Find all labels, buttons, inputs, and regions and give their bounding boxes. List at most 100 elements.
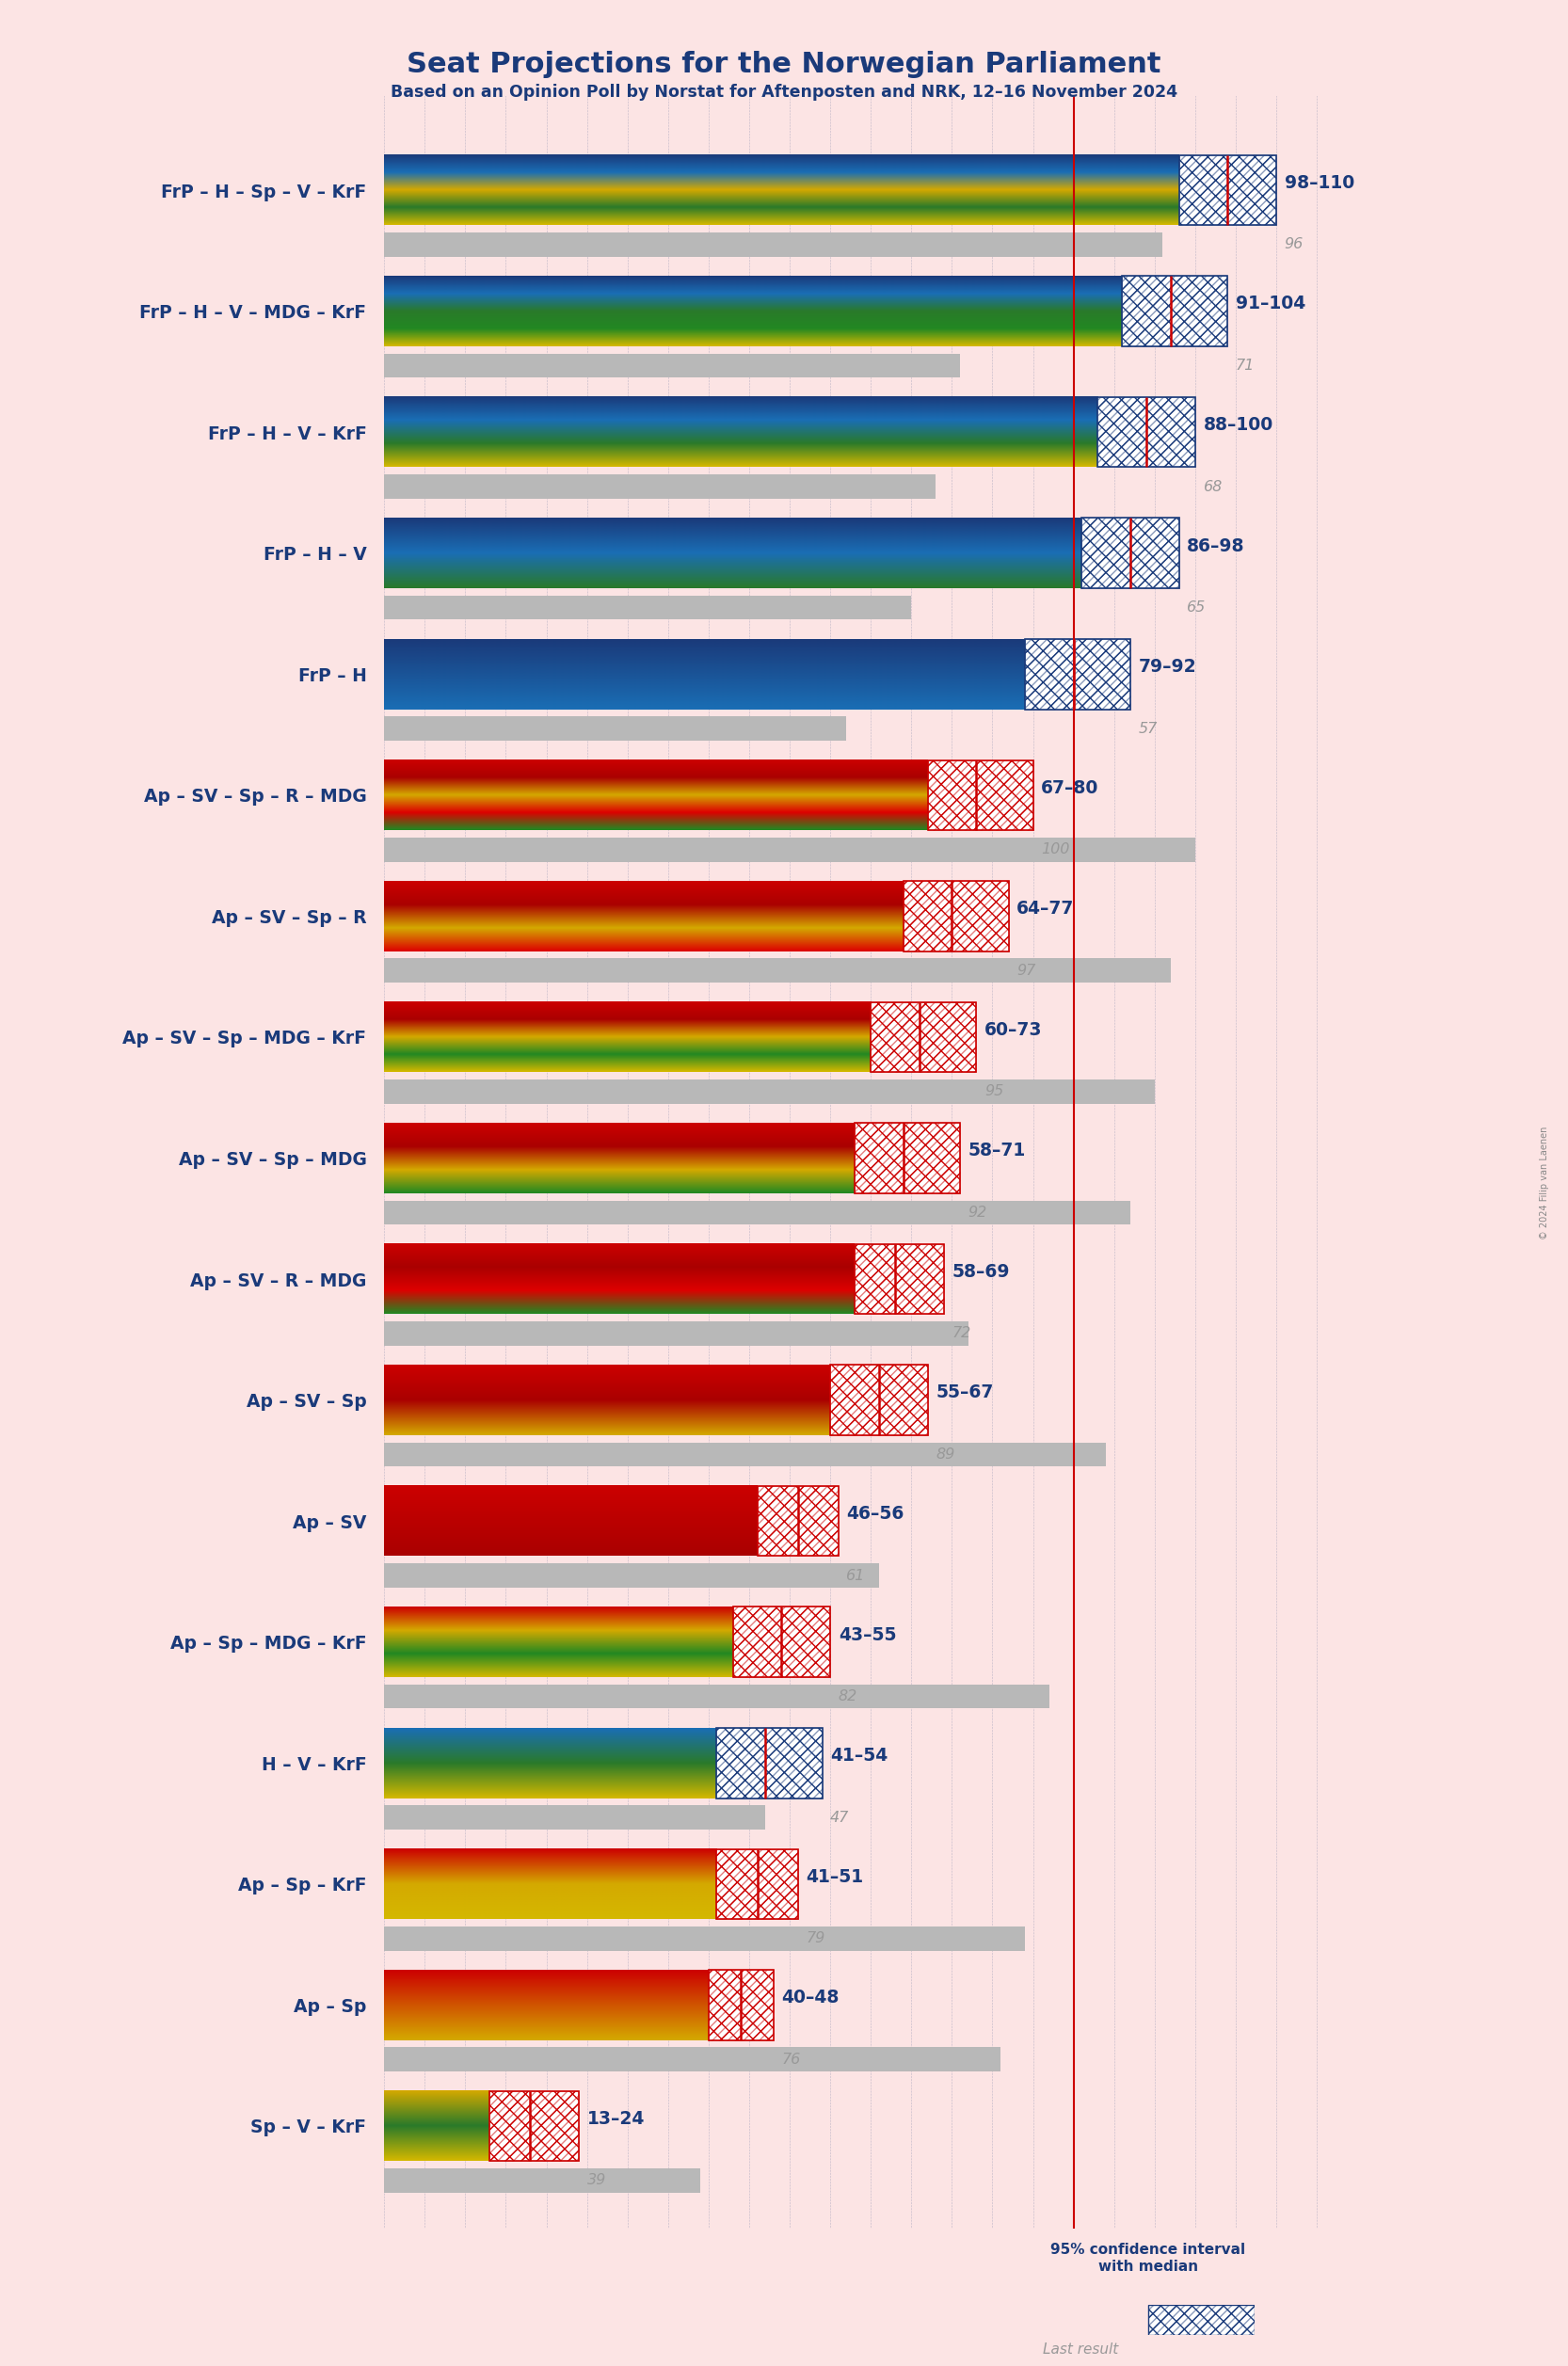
Text: Seat Projections for the Norwegian Parliament: Seat Projections for the Norwegian Parli… bbox=[406, 50, 1162, 78]
Bar bbox=[489, 2092, 579, 2160]
Bar bbox=[384, 1443, 1105, 1467]
Text: © 2024 Filip van Laenen: © 2024 Filip van Laenen bbox=[1540, 1126, 1549, 1240]
Bar bbox=[717, 1848, 798, 1919]
Bar bbox=[903, 880, 1008, 951]
Bar bbox=[855, 1245, 944, 1313]
Bar bbox=[717, 1727, 822, 1798]
Bar bbox=[732, 1607, 829, 1677]
Bar bbox=[1025, 639, 1131, 710]
Bar bbox=[384, 1805, 765, 1829]
Bar bbox=[829, 1365, 928, 1436]
Bar bbox=[1179, 156, 1276, 225]
Bar bbox=[384, 1926, 1025, 1950]
Bar bbox=[384, 1685, 1049, 1708]
Bar bbox=[855, 1124, 960, 1192]
Bar bbox=[1123, 277, 1228, 345]
Text: 60–73: 60–73 bbox=[985, 1020, 1043, 1039]
Bar bbox=[903, 880, 1008, 951]
Bar bbox=[1179, 156, 1276, 225]
Bar bbox=[757, 1486, 839, 1557]
Bar bbox=[709, 1971, 773, 2039]
Bar bbox=[717, 1848, 798, 1919]
Bar bbox=[1098, 397, 1195, 466]
Text: 47: 47 bbox=[829, 1810, 850, 1824]
Text: 13–24: 13–24 bbox=[586, 2110, 644, 2127]
Bar bbox=[855, 1124, 960, 1192]
Bar bbox=[855, 1245, 944, 1313]
Bar bbox=[870, 1003, 977, 1072]
Bar bbox=[870, 1003, 977, 1072]
Bar bbox=[384, 232, 1163, 258]
Text: 79–92: 79–92 bbox=[1138, 658, 1196, 677]
Text: 79: 79 bbox=[806, 1931, 825, 1945]
Bar bbox=[384, 353, 960, 379]
Text: 96: 96 bbox=[1284, 237, 1303, 251]
Text: 82: 82 bbox=[839, 1689, 858, 1704]
Bar bbox=[489, 2092, 579, 2160]
Text: 95% confidence interval
with median: 95% confidence interval with median bbox=[1051, 2243, 1245, 2274]
Bar bbox=[1025, 639, 1131, 710]
Bar bbox=[384, 2167, 701, 2193]
Text: 86–98: 86–98 bbox=[1187, 537, 1245, 556]
Bar bbox=[384, 596, 911, 620]
Bar bbox=[829, 1365, 928, 1436]
Text: 55–67: 55–67 bbox=[936, 1384, 994, 1401]
Text: 95: 95 bbox=[985, 1084, 1004, 1098]
Bar bbox=[855, 1124, 960, 1192]
Bar bbox=[757, 1486, 839, 1557]
Bar bbox=[1123, 277, 1228, 345]
Text: 39: 39 bbox=[586, 2174, 605, 2189]
Bar bbox=[384, 476, 936, 499]
Bar bbox=[903, 880, 1008, 951]
Text: 88–100: 88–100 bbox=[1203, 416, 1273, 433]
Bar bbox=[1123, 277, 1228, 345]
Text: 98–110: 98–110 bbox=[1284, 175, 1355, 192]
Text: 72: 72 bbox=[952, 1327, 971, 1342]
Bar bbox=[717, 1848, 798, 1919]
Bar bbox=[384, 838, 1195, 861]
Text: 92: 92 bbox=[967, 1204, 988, 1218]
Text: 41–54: 41–54 bbox=[829, 1746, 887, 1765]
Bar bbox=[1025, 639, 1131, 710]
Bar bbox=[717, 1727, 822, 1798]
Text: 91–104: 91–104 bbox=[1236, 296, 1306, 312]
Text: 65: 65 bbox=[1187, 601, 1206, 615]
Bar bbox=[1098, 397, 1195, 466]
Bar bbox=[384, 2047, 1000, 2073]
Bar bbox=[732, 1607, 829, 1677]
Bar bbox=[928, 759, 1033, 830]
Bar bbox=[870, 1003, 977, 1072]
Bar bbox=[717, 1727, 822, 1798]
Bar bbox=[1149, 2304, 1254, 2335]
Bar bbox=[1082, 518, 1179, 589]
Bar bbox=[1098, 397, 1195, 466]
Bar bbox=[757, 1486, 839, 1557]
Text: 46–56: 46–56 bbox=[847, 1505, 905, 1524]
Text: 89: 89 bbox=[936, 1448, 955, 1462]
Text: 76: 76 bbox=[781, 2051, 801, 2066]
Bar bbox=[384, 717, 847, 741]
Bar bbox=[732, 1607, 829, 1677]
Text: 58–69: 58–69 bbox=[952, 1263, 1010, 1280]
Text: 100: 100 bbox=[1041, 842, 1069, 856]
Text: 61: 61 bbox=[847, 1569, 866, 1583]
Bar bbox=[709, 1971, 773, 2039]
Bar bbox=[709, 1971, 773, 2039]
Text: 71: 71 bbox=[1236, 360, 1254, 374]
Bar bbox=[384, 1200, 1131, 1226]
Text: 41–51: 41–51 bbox=[806, 1867, 864, 1886]
Text: 58–71: 58–71 bbox=[967, 1143, 1025, 1159]
Text: 97: 97 bbox=[1016, 963, 1036, 977]
Bar bbox=[1179, 156, 1276, 225]
Text: 43–55: 43–55 bbox=[839, 1625, 897, 1644]
Bar bbox=[384, 1320, 967, 1346]
Bar bbox=[384, 958, 1171, 982]
Bar bbox=[928, 759, 1033, 830]
Bar bbox=[489, 2092, 579, 2160]
Bar bbox=[1082, 518, 1179, 589]
Text: 64–77: 64–77 bbox=[1016, 899, 1074, 918]
Text: 68: 68 bbox=[1203, 480, 1223, 494]
Bar bbox=[1082, 518, 1179, 589]
Text: 57: 57 bbox=[1138, 722, 1157, 736]
Text: Based on an Opinion Poll by Norstat for Aftenposten and NRK, 12–16 November 2024: Based on an Opinion Poll by Norstat for … bbox=[390, 83, 1178, 102]
